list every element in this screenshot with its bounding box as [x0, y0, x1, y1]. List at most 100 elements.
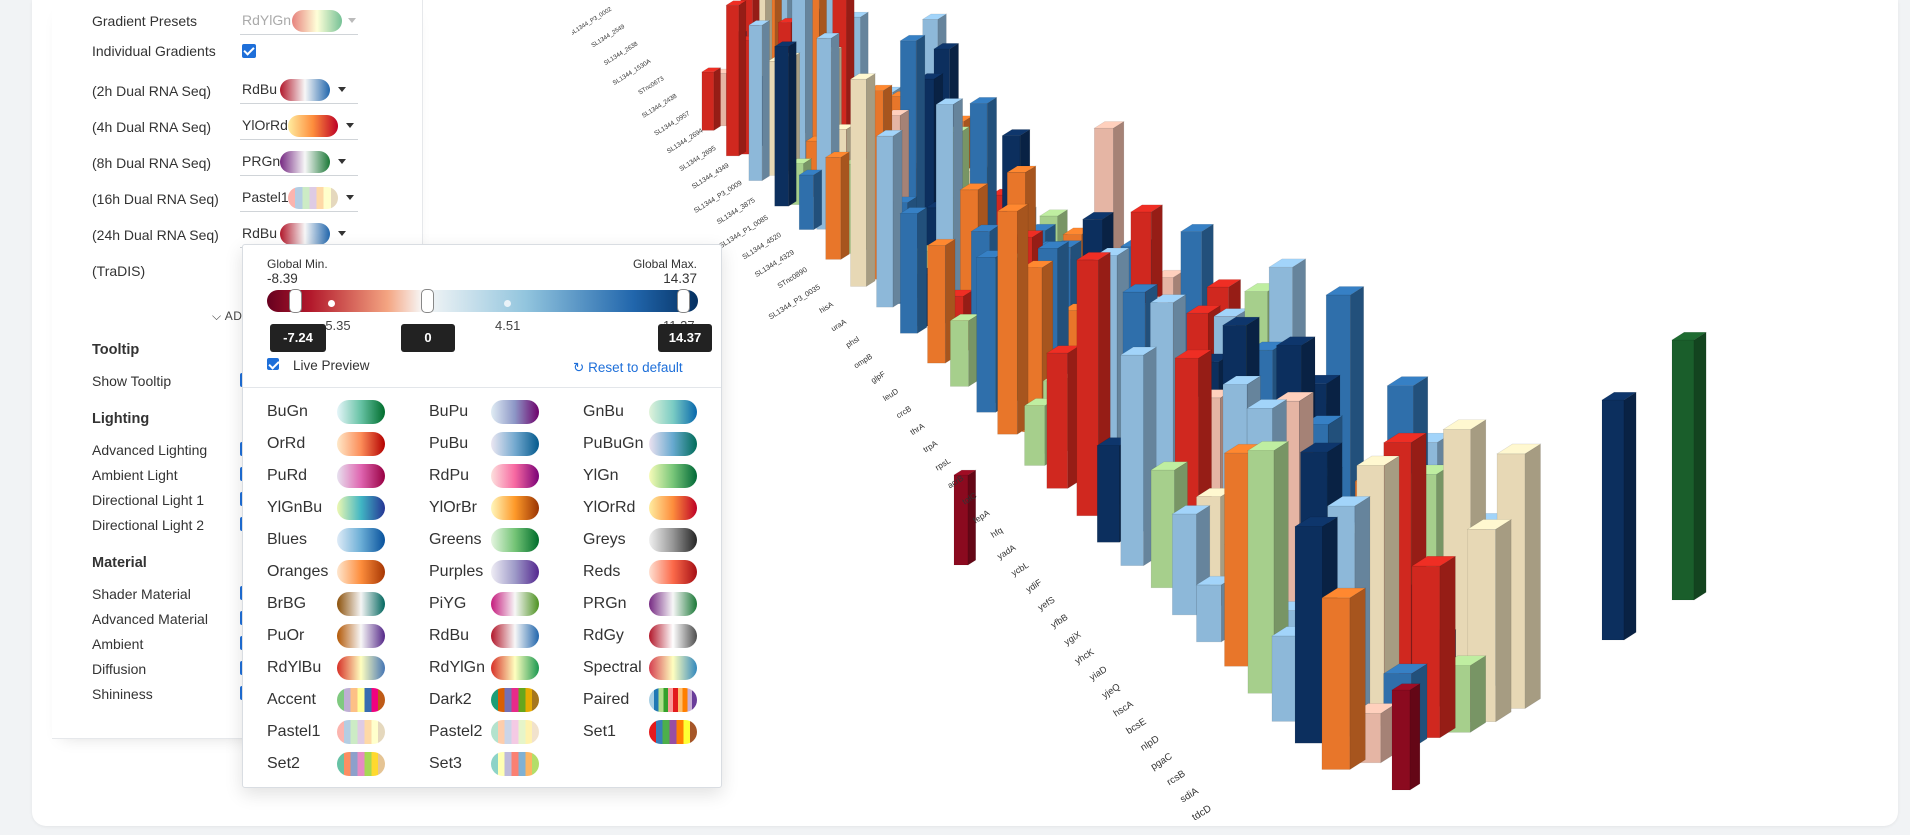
gradient-range-track[interactable] — [267, 290, 698, 312]
palette-option[interactable]: YlGn — [583, 464, 723, 488]
bar-face — [1326, 496, 1371, 507]
bar-3d[interactable] — [849, 73, 877, 287]
bar-3d-visualization[interactable]: SL1344_P3_0002SL1344_2549SL1344_2638SL13… — [572, 0, 1898, 820]
palette-option[interactable]: Paired — [583, 688, 723, 712]
palette-option[interactable]: Set1 — [583, 720, 723, 744]
bar-3d[interactable] — [1670, 331, 1708, 601]
reset-to-default-button[interactable]: ↻ Reset to default — [573, 360, 683, 376]
gene-label: yhcK — [1073, 646, 1096, 666]
palette-option[interactable]: RdYlGn — [429, 656, 569, 680]
bar-3d[interactable] — [700, 67, 722, 131]
palette-name: Purples — [429, 563, 484, 580]
palette-option[interactable]: RdPu — [429, 464, 569, 488]
palette-option[interactable]: Pastel2 — [429, 720, 569, 744]
palette-swatch — [337, 432, 385, 456]
palette-option[interactable]: PuRd — [267, 464, 407, 488]
track-gradient-select[interactable]: YlOrRd — [240, 113, 358, 140]
chevron-down-icon — [346, 123, 354, 128]
palette-option[interactable]: Set2 — [267, 752, 407, 776]
bar-face — [969, 97, 998, 104]
palette-option[interactable]: Reds — [583, 560, 723, 584]
app-frame: SL1344_P3_0002 SL1344_2549 SL1344_2638 SL13… — [32, 0, 1898, 826]
bar-3d[interactable] — [875, 129, 904, 308]
track-label: (4h Dual RNA Seq) — [92, 119, 212, 135]
track-gradient-select[interactable]: RdBu — [240, 77, 358, 104]
palette-option[interactable]: BrBG — [267, 592, 407, 616]
palette-option[interactable]: YlOrRd — [583, 496, 723, 520]
palette-option[interactable]: Spectral — [583, 656, 723, 680]
gene-label: hfq — [989, 525, 1005, 540]
palette-option[interactable]: GnBu — [583, 400, 723, 424]
palette-swatch — [337, 592, 385, 616]
min-handle[interactable] — [289, 289, 302, 313]
bar-3d[interactable] — [725, 0, 747, 157]
track-gradient-select[interactable]: PRGn — [240, 149, 358, 176]
gene-label: crcB — [895, 404, 913, 420]
bar-3d[interactable] — [1390, 683, 1421, 791]
palette-option[interactable]: PRGn — [583, 592, 723, 616]
palette-option[interactable]: Accent — [267, 688, 407, 712]
palette-option[interactable]: Pastel1 — [267, 720, 407, 744]
palette-option[interactable]: RdBu — [429, 624, 569, 648]
bar-3d[interactable] — [1600, 391, 1638, 641]
bar-3d[interactable] — [798, 169, 823, 231]
palette-option[interactable]: PiYG — [429, 592, 569, 616]
bar-face — [825, 156, 842, 260]
bar-face — [1247, 450, 1275, 694]
palette-option[interactable]: Purples — [429, 560, 569, 584]
mid-handle[interactable] — [421, 289, 434, 313]
gradient-presets-select[interactable]: RdYlGn — [240, 8, 358, 35]
bar-face — [1001, 129, 1031, 136]
global-max-label: Global Max. — [632, 257, 697, 271]
palette-swatch — [649, 720, 697, 744]
live-preview-checkbox[interactable] — [267, 358, 279, 370]
palette-option[interactable]: PuBu — [429, 432, 569, 456]
palette-option[interactable]: PuOr — [267, 624, 407, 648]
track-gradient-select[interactable]: Pastel1 — [240, 185, 358, 212]
individual-gradients-checkbox[interactable] — [242, 44, 256, 58]
bar-3d[interactable] — [747, 19, 771, 182]
bar-3d[interactable] — [996, 203, 1030, 435]
bar-3d[interactable] — [1075, 251, 1112, 517]
palette-swatch — [491, 496, 539, 520]
palette-option[interactable]: BuGn — [267, 400, 407, 424]
min-value-box[interactable]: -7.24 — [270, 324, 326, 352]
palette-swatch — [491, 656, 539, 680]
mid-value-box[interactable]: 0 — [401, 324, 455, 352]
max-value-box[interactable]: 14.37 — [658, 324, 712, 352]
global-max-value: 14.37 — [663, 271, 697, 286]
palette-option[interactable]: YlGnBu — [267, 496, 407, 520]
palette-option[interactable]: Greens — [429, 528, 569, 552]
gene-label: uraA — [829, 317, 848, 334]
palette-option[interactable]: Greys — [583, 528, 723, 552]
palette-option[interactable]: PuBuGn — [583, 432, 723, 456]
palette-name: RdGy — [583, 627, 624, 644]
palette-option[interactable]: RdGy — [583, 624, 723, 648]
chevron-down-icon: ⌵ — [212, 309, 222, 323]
palette-option[interactable]: BuPu — [429, 400, 569, 424]
palette-name: Set2 — [267, 755, 300, 772]
bar-3d[interactable] — [824, 151, 851, 260]
max-handle[interactable] — [677, 289, 690, 313]
bar-3d[interactable] — [1246, 440, 1290, 694]
bar-3d[interactable] — [1045, 345, 1081, 489]
setting-label: Directional Light 1 — [92, 492, 205, 508]
palette-option[interactable]: OrRd — [267, 432, 407, 456]
bar-3d[interactable] — [1119, 346, 1158, 567]
palette-option[interactable]: Oranges — [267, 560, 407, 584]
palette-option[interactable]: Blues — [267, 528, 407, 552]
palette-option[interactable]: YlOrBr — [429, 496, 569, 520]
gene-label: SL1344_2695 — [678, 145, 717, 173]
palette-swatch — [649, 656, 697, 680]
bar-3d[interactable] — [773, 41, 798, 207]
bar-3d[interactable] — [952, 469, 977, 566]
palette-name: PuBu — [429, 435, 469, 452]
bar-face — [1179, 223, 1215, 232]
palette-swatch — [337, 400, 385, 424]
palette-option[interactable]: Set3 — [429, 752, 569, 776]
bar-3d[interactable] — [1320, 587, 1367, 771]
bar-3d[interactable] — [949, 313, 980, 387]
palette-option[interactable]: Dark2 — [429, 688, 569, 712]
palette-option[interactable]: RdYlBu — [267, 656, 407, 680]
bar-3d[interactable] — [899, 207, 928, 334]
